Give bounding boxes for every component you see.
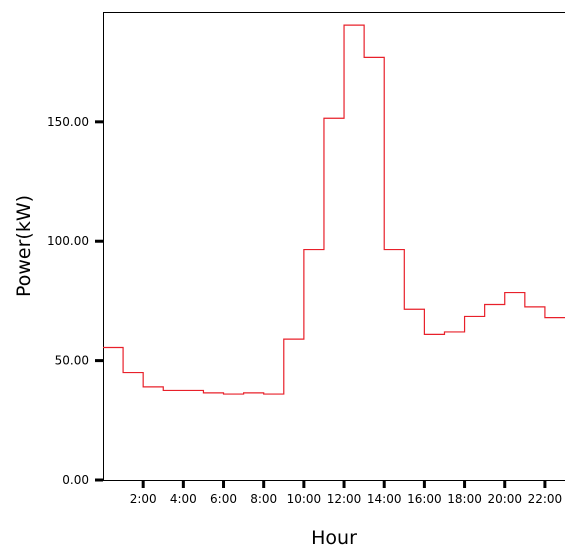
x-axis-title: Hour — [311, 527, 357, 549]
axes — [103, 12, 565, 481]
x-tick-label: 10:00 — [287, 492, 322, 506]
y-tick-label: 100.00 — [47, 234, 89, 248]
x-tick-label: 6:00 — [210, 492, 237, 506]
x-ticks: 2:00 4:00 6:00 8:00 10:00 12:00 14:00 16:00 18:0… — [130, 480, 563, 506]
y-tick-label: 0.00 — [62, 473, 89, 487]
power-series-line — [103, 24, 565, 395]
x-tick-label: 20:00 — [487, 492, 522, 506]
y-tick-label: 50.00 — [55, 354, 89, 368]
x-tick-label: 18:00 — [447, 492, 482, 506]
x-tick-label: 22:00 — [528, 492, 563, 506]
y-ticks: 0.00 50.00 100.00 150.00 — [47, 115, 103, 487]
x-tick-label: 8:00 — [250, 492, 277, 506]
y-axis-title: Power(kW) — [13, 195, 35, 297]
x-tick-label: 12:00 — [327, 492, 362, 506]
x-tick-label: 2:00 — [130, 492, 157, 506]
y-tick-label: 150.00 — [47, 115, 89, 129]
x-tick-label: 16:00 — [407, 492, 442, 506]
x-tick-label: 4:00 — [170, 492, 197, 506]
x-tick-label: 14:00 — [367, 492, 402, 506]
series-lines — [103, 24, 565, 395]
